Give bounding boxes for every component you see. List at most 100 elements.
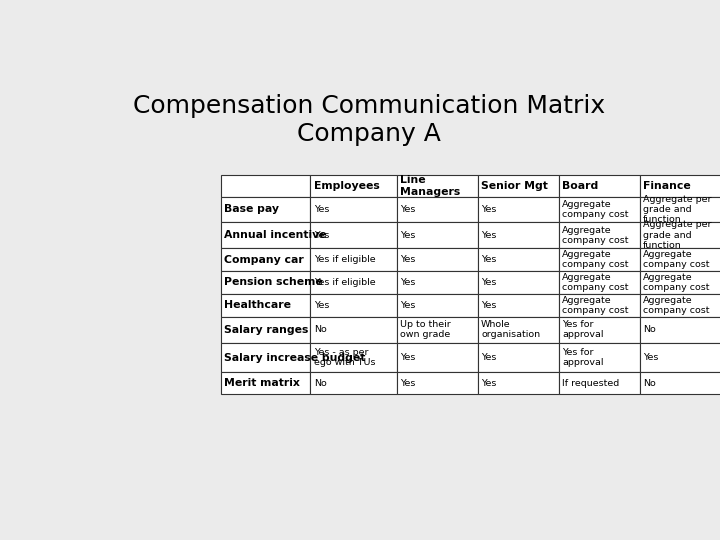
Text: Aggregate
company cost: Aggregate company cost	[562, 273, 629, 292]
Text: Aggregate
company cost: Aggregate company cost	[562, 226, 629, 245]
Bar	[478, 373, 559, 394]
Bar	[221, 197, 310, 222]
Text: Yes: Yes	[481, 379, 497, 388]
Bar	[639, 222, 720, 248]
Text: Healthcare: Healthcare	[225, 300, 292, 310]
Text: Merit matrix: Merit matrix	[225, 379, 300, 388]
Text: Yes: Yes	[400, 231, 415, 240]
Bar	[221, 294, 310, 317]
Text: If requested: If requested	[562, 379, 619, 388]
Text: Yes: Yes	[314, 301, 329, 310]
Bar	[221, 271, 310, 294]
Text: Company car: Company car	[225, 254, 305, 265]
Text: Yes for
approval: Yes for approval	[562, 348, 603, 367]
Bar	[310, 294, 397, 317]
Text: Yes if eligible: Yes if eligible	[314, 278, 375, 287]
Text: Yes: Yes	[314, 231, 329, 240]
Bar	[221, 317, 310, 342]
Bar	[639, 294, 720, 317]
Text: Senior Mgt: Senior Mgt	[481, 181, 548, 191]
Bar	[478, 197, 559, 222]
Bar	[221, 175, 310, 197]
Bar	[559, 248, 639, 271]
Bar	[478, 317, 559, 342]
Text: Employees: Employees	[314, 181, 379, 191]
Text: Yes: Yes	[481, 353, 497, 362]
Bar	[639, 317, 720, 342]
Bar	[639, 373, 720, 394]
Text: Board: Board	[562, 181, 598, 191]
Bar	[310, 248, 397, 271]
Text: No: No	[643, 379, 656, 388]
Text: Compensation Communication Matrix
Company A: Compensation Communication Matrix Compan…	[133, 94, 605, 146]
Text: Base pay: Base pay	[225, 205, 279, 214]
Bar	[559, 294, 639, 317]
Bar	[559, 197, 639, 222]
Bar	[310, 222, 397, 248]
Text: Yes if eligible: Yes if eligible	[314, 255, 375, 264]
Bar	[559, 317, 639, 342]
Bar	[221, 373, 310, 394]
Bar	[397, 342, 478, 373]
Text: Yes - as per
ego with TUs: Yes - as per ego with TUs	[314, 348, 375, 367]
Bar	[221, 222, 310, 248]
Text: Yes: Yes	[400, 379, 415, 388]
Bar	[310, 175, 397, 197]
Bar	[397, 373, 478, 394]
Text: Line
Managers: Line Managers	[400, 175, 461, 197]
Bar	[639, 342, 720, 373]
Bar	[559, 373, 639, 394]
Text: Aggregate
company cost: Aggregate company cost	[643, 273, 709, 292]
Text: Aggregate
company cost: Aggregate company cost	[562, 295, 629, 315]
Bar	[559, 175, 639, 197]
Text: No: No	[314, 379, 326, 388]
Bar	[221, 342, 310, 373]
Bar	[310, 342, 397, 373]
Bar	[310, 373, 397, 394]
Bar	[478, 294, 559, 317]
Bar	[397, 222, 478, 248]
Bar	[478, 222, 559, 248]
Text: Finance: Finance	[643, 181, 690, 191]
Bar	[397, 317, 478, 342]
Text: Aggregate
company cost: Aggregate company cost	[562, 250, 629, 269]
Bar	[397, 175, 478, 197]
Bar	[559, 342, 639, 373]
Bar	[478, 175, 559, 197]
Text: Aggregate per
grade and
function: Aggregate per grade and function	[643, 194, 711, 225]
Text: Yes: Yes	[400, 205, 415, 214]
Text: Yes: Yes	[481, 301, 497, 310]
Text: Yes: Yes	[481, 205, 497, 214]
Bar	[478, 271, 559, 294]
Text: Yes: Yes	[400, 353, 415, 362]
Text: Up to their
own grade: Up to their own grade	[400, 320, 451, 339]
Text: Yes: Yes	[481, 255, 497, 264]
Text: Aggregate
company cost: Aggregate company cost	[643, 250, 709, 269]
Text: Yes: Yes	[481, 278, 497, 287]
Bar	[478, 248, 559, 271]
Text: Aggregate per
grade and
function: Aggregate per grade and function	[643, 220, 711, 250]
Text: Yes: Yes	[400, 255, 415, 264]
Text: Pension scheme: Pension scheme	[225, 278, 323, 287]
Text: Annual incentive: Annual incentive	[225, 230, 327, 240]
Bar	[397, 294, 478, 317]
Text: No: No	[643, 325, 656, 334]
Bar	[397, 248, 478, 271]
Text: Aggregate
company cost: Aggregate company cost	[562, 200, 629, 219]
Bar	[397, 271, 478, 294]
Text: Aggregate
company cost: Aggregate company cost	[643, 295, 709, 315]
Text: Salary increase budget: Salary increase budget	[225, 353, 366, 362]
Text: Yes: Yes	[314, 205, 329, 214]
Bar	[639, 271, 720, 294]
Bar	[310, 317, 397, 342]
Bar	[478, 342, 559, 373]
Text: Salary ranges: Salary ranges	[225, 325, 309, 335]
Bar	[639, 175, 720, 197]
Text: Yes for
approval: Yes for approval	[562, 320, 603, 339]
Text: Yes: Yes	[400, 301, 415, 310]
Bar	[397, 197, 478, 222]
Text: Yes: Yes	[643, 353, 658, 362]
Bar	[310, 197, 397, 222]
Text: Yes: Yes	[481, 231, 497, 240]
Bar	[310, 271, 397, 294]
